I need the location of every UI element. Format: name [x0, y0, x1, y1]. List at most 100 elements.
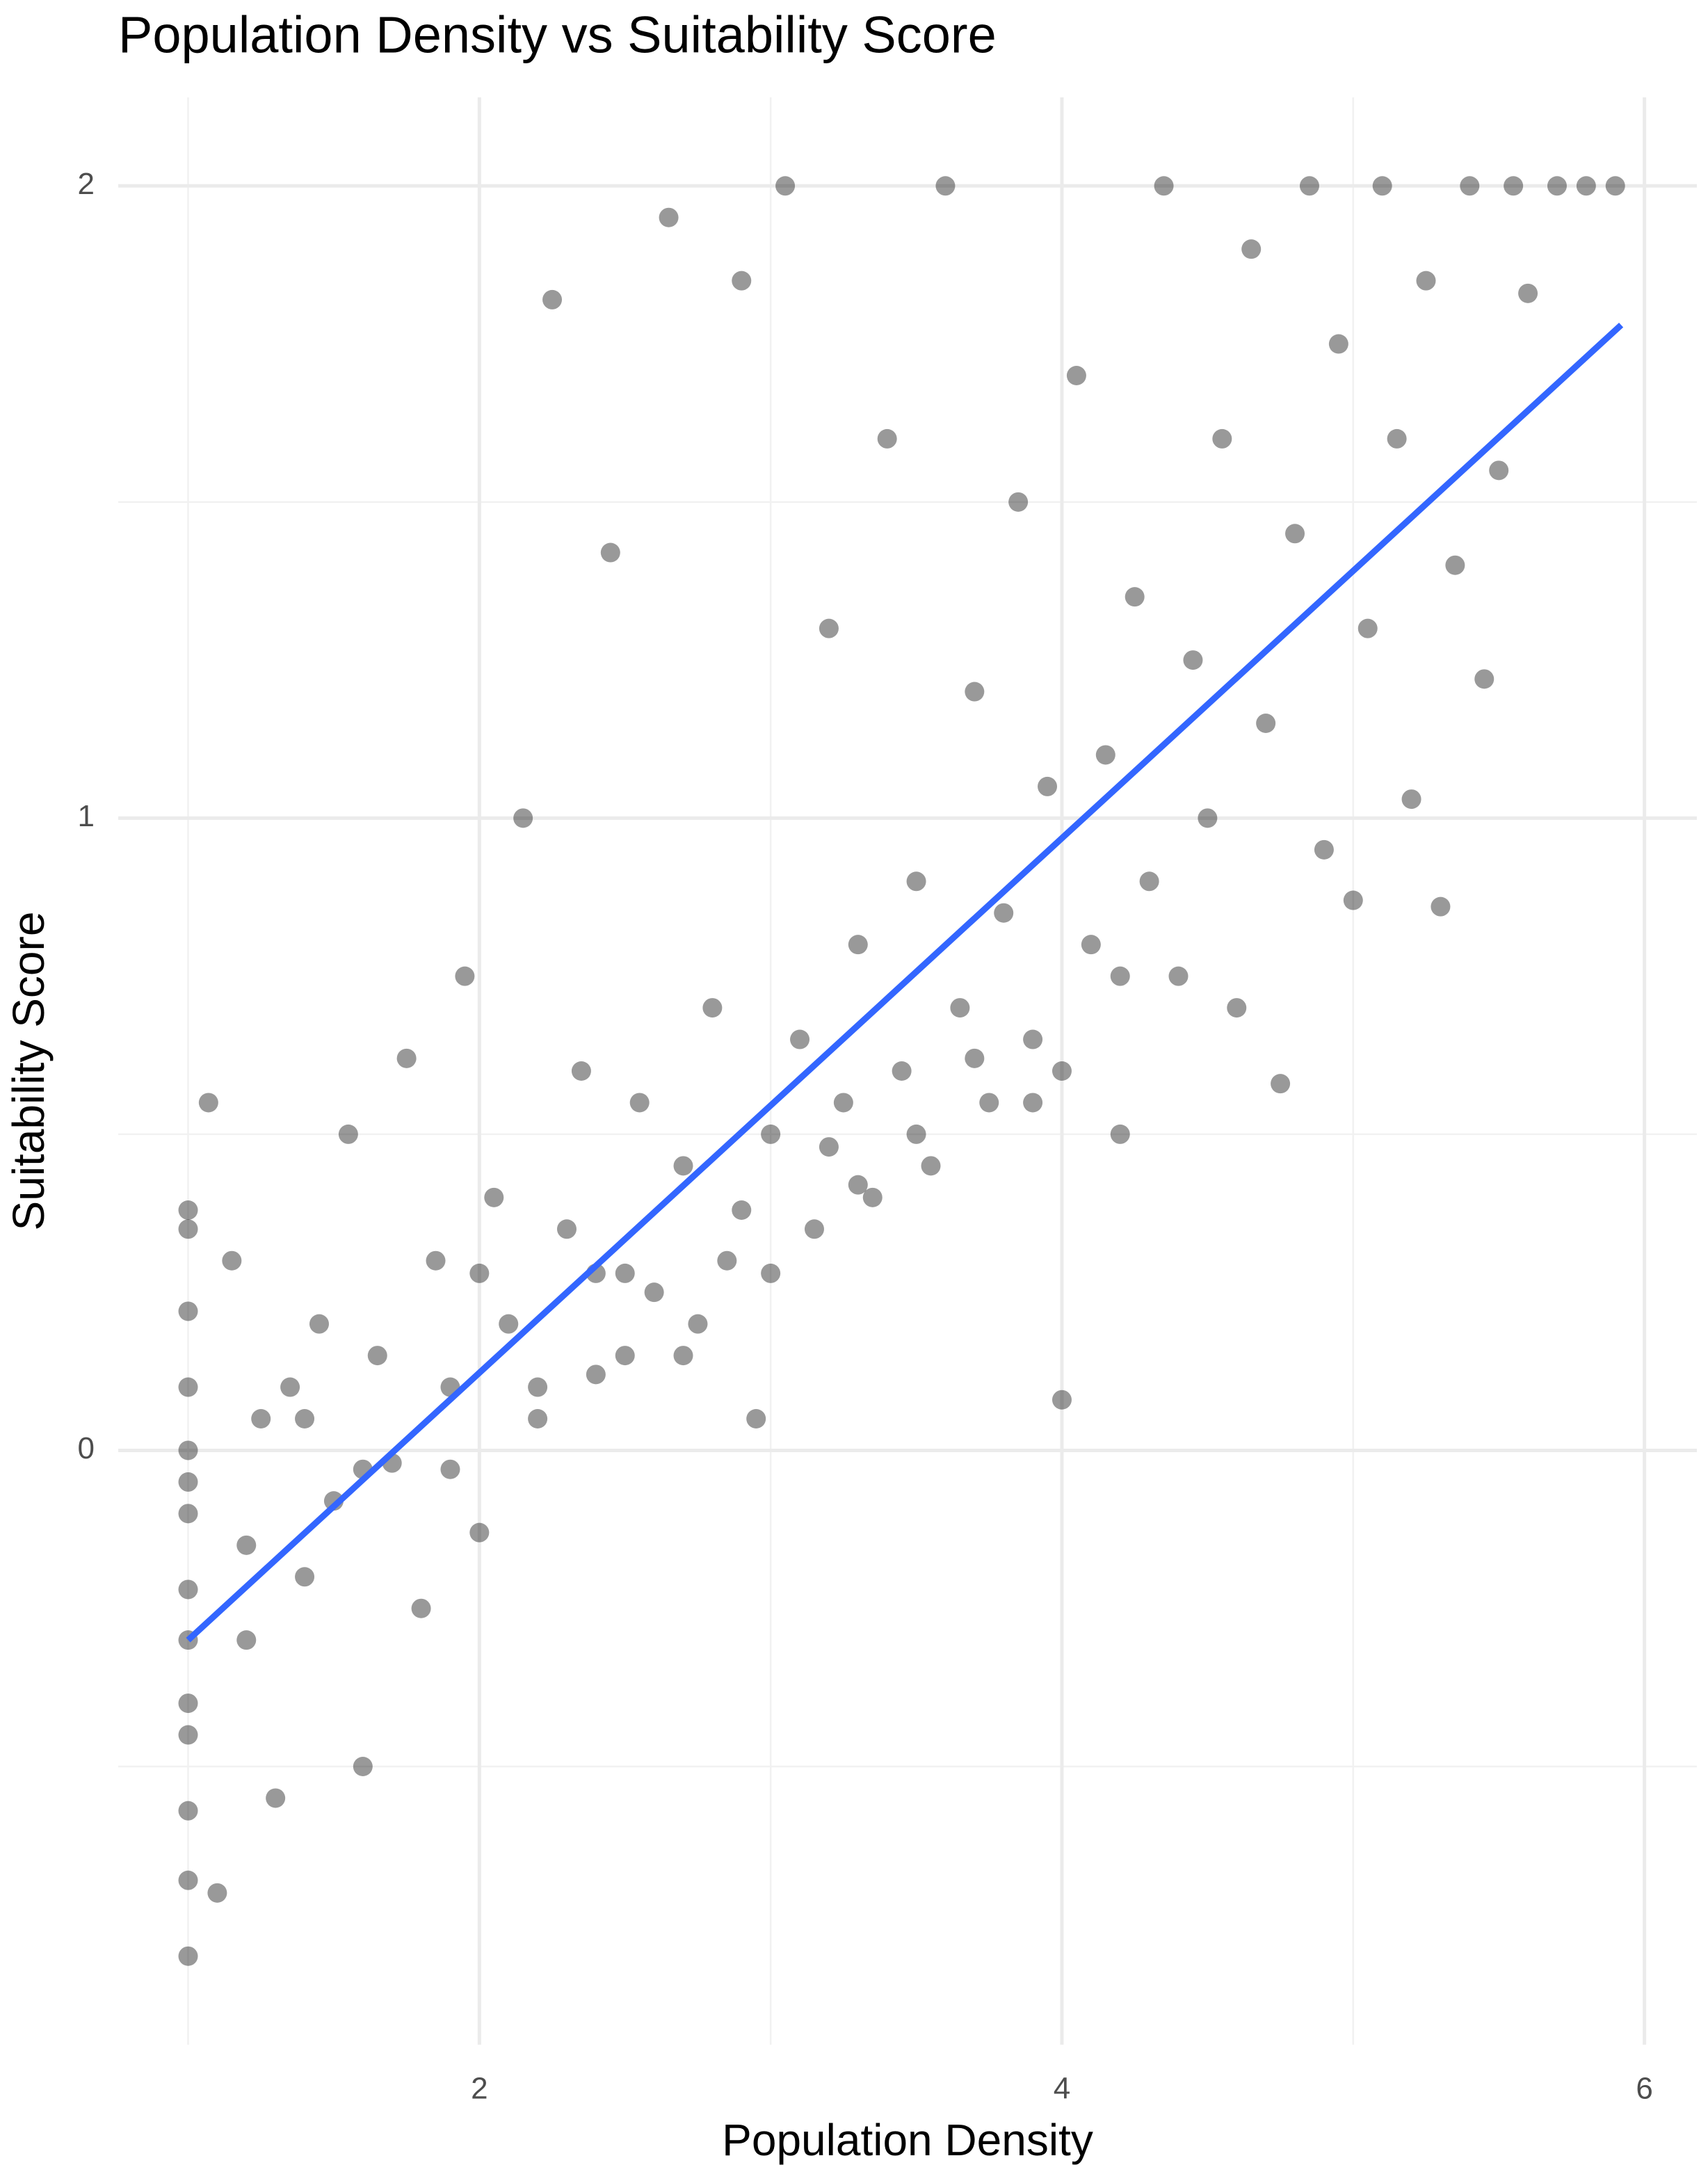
point — [1445, 555, 1465, 575]
point — [178, 1693, 198, 1714]
point — [688, 1314, 708, 1334]
point — [556, 1219, 577, 1239]
point — [178, 1440, 198, 1460]
point — [528, 1377, 548, 1397]
point — [848, 1175, 868, 1195]
point — [353, 1757, 373, 1776]
point — [469, 1263, 490, 1283]
point — [440, 1459, 460, 1479]
point — [819, 1137, 839, 1157]
point — [877, 428, 897, 449]
point — [499, 1314, 519, 1334]
point — [280, 1377, 300, 1397]
point — [178, 1579, 198, 1600]
point — [178, 1870, 198, 1890]
point — [1343, 890, 1363, 910]
point — [1198, 808, 1218, 828]
point — [761, 1124, 781, 1144]
point — [1241, 239, 1262, 259]
point — [673, 1156, 693, 1176]
point — [1256, 714, 1276, 733]
point — [484, 1187, 504, 1207]
point — [1052, 1061, 1072, 1081]
point — [1154, 176, 1174, 196]
point — [1387, 428, 1407, 449]
x-axis-title: Population Density — [722, 2115, 1093, 2165]
point — [178, 1801, 198, 1821]
point — [615, 1263, 635, 1283]
point — [615, 1346, 635, 1366]
point — [1038, 776, 1058, 796]
point — [790, 1029, 810, 1049]
point — [848, 935, 868, 955]
point — [892, 1061, 912, 1081]
point — [906, 1124, 926, 1144]
point — [1110, 966, 1130, 986]
point — [644, 1282, 664, 1303]
point — [1139, 871, 1159, 892]
point — [804, 1219, 824, 1239]
point — [965, 682, 985, 702]
point — [1299, 176, 1319, 196]
point — [236, 1535, 257, 1555]
y-tick-label: 1 — [78, 799, 95, 833]
point — [819, 618, 839, 638]
point — [775, 176, 796, 196]
point — [198, 1093, 218, 1113]
point — [965, 1048, 985, 1068]
point — [1023, 1029, 1043, 1049]
x-tick-label: 4 — [1054, 2072, 1070, 2106]
point — [411, 1598, 431, 1618]
point — [1357, 618, 1378, 638]
point — [338, 1124, 358, 1144]
point — [1183, 650, 1203, 670]
point — [1489, 460, 1509, 481]
point — [1518, 283, 1538, 303]
point — [1605, 176, 1625, 196]
chart-title: Population Density vs Suitability Score — [118, 6, 997, 64]
point — [1576, 176, 1596, 196]
point — [1416, 271, 1436, 291]
point — [542, 289, 563, 309]
point — [1314, 839, 1334, 860]
point — [178, 1472, 198, 1492]
point — [178, 1504, 198, 1524]
point — [1431, 896, 1451, 917]
point — [426, 1250, 446, 1271]
point — [732, 271, 752, 291]
point — [746, 1409, 766, 1428]
point — [732, 1200, 752, 1220]
point — [1008, 492, 1029, 512]
x-tick-label: 6 — [1636, 2072, 1652, 2106]
point — [178, 1301, 198, 1321]
point — [906, 871, 926, 892]
x-tick-label: 2 — [471, 2072, 488, 2106]
point — [528, 1409, 548, 1428]
point — [979, 1093, 999, 1113]
point — [994, 903, 1014, 923]
point — [600, 542, 620, 563]
point — [295, 1567, 315, 1587]
point — [1401, 789, 1421, 810]
point — [833, 1093, 853, 1113]
y-axis-title: Suitability Score — [3, 912, 54, 1231]
point — [586, 1365, 606, 1385]
y-tick-label: 0 — [78, 1431, 95, 1465]
point — [513, 808, 533, 828]
point — [1474, 669, 1494, 689]
point — [571, 1061, 591, 1081]
point — [1095, 745, 1115, 765]
point — [935, 176, 956, 196]
point — [702, 998, 723, 1018]
point — [178, 1219, 198, 1239]
point — [1212, 428, 1232, 449]
point — [309, 1314, 329, 1334]
point — [469, 1522, 490, 1543]
point — [236, 1630, 257, 1650]
point — [367, 1346, 387, 1366]
point — [921, 1156, 941, 1176]
point — [1504, 176, 1524, 196]
point — [1460, 176, 1480, 196]
point — [1110, 1124, 1130, 1144]
